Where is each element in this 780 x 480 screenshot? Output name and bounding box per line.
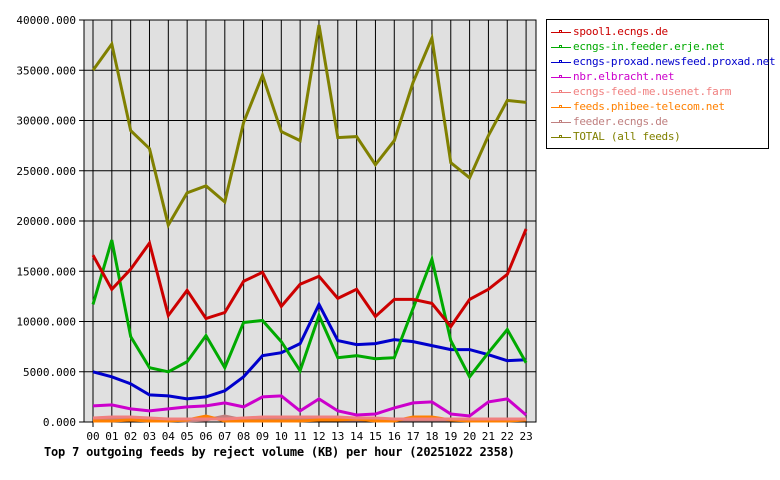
- y-tick-label: 30000.000: [16, 115, 76, 128]
- legend-item: spool1.ecngs.de: [551, 24, 768, 39]
- x-tick-label: 13: [331, 430, 344, 443]
- x-tick-label: 19: [444, 430, 457, 443]
- x-tick-label: 21: [482, 430, 495, 443]
- series-line: [92, 394, 528, 418]
- legend-line-marker-icon: [551, 28, 571, 36]
- legend-label: nbr.elbracht.net: [573, 70, 675, 83]
- legend-label: ecngs-proxad.newsfeed.proxad.net: [573, 55, 776, 68]
- legend-line-marker-icon: [551, 103, 571, 111]
- legend-label: ecngs-in.feeder.erje.net: [573, 40, 725, 53]
- legend-label: ecngs-feed-me.usenet.farm: [573, 85, 732, 98]
- y-tick-label: 20000.000: [16, 215, 76, 228]
- x-tick-label: 02: [124, 430, 137, 443]
- x-tick-label: 18: [425, 430, 438, 443]
- x-tick-label: 00: [86, 430, 99, 443]
- x-tick-label: 05: [181, 430, 194, 443]
- legend-item: ecngs-in.feeder.erje.net: [551, 39, 768, 54]
- x-tick-label: 01: [105, 430, 118, 443]
- y-tick-label: 35000.000: [16, 64, 76, 77]
- x-tick-label: 09: [256, 430, 269, 443]
- x-tick-label: 07: [218, 430, 231, 443]
- y-tick-label: 10000.000: [16, 316, 76, 329]
- legend: spool1.ecngs.de ecngs-in.feeder.erje.net e…: [546, 19, 776, 149]
- legend-item: ecngs-proxad.newsfeed.proxad.net: [551, 54, 776, 69]
- y-tick-label: 5000.000: [23, 366, 76, 379]
- series-line: [92, 415, 527, 421]
- legend-label: spool1.ecngs.de: [573, 25, 668, 38]
- y-tick-label: 15000.000: [16, 265, 76, 278]
- x-tick-label: 15: [369, 430, 382, 443]
- legend-item: ecngs-feed-me.usenet.farm: [551, 84, 768, 99]
- y-tick-label: 25000.000: [16, 165, 76, 178]
- y-tick-label: 0.000: [43, 416, 76, 429]
- x-tick-label: 06: [199, 430, 212, 443]
- x-axis: 00 01 02 03 04 05 06 07 08 09 10 11 12 13 14 15 16 17 18 19…: [86, 422, 533, 443]
- x-tick-label: 16: [388, 430, 401, 443]
- legend-line-marker-icon: [551, 58, 571, 66]
- x-tick-label: 23: [519, 430, 532, 443]
- legend-item: TOTAL (all feeds): [551, 129, 768, 144]
- y-tick-label: 40000.000: [16, 14, 76, 27]
- legend-item: nbr.elbracht.net: [551, 69, 768, 84]
- x-tick-label: 03: [143, 430, 156, 443]
- y-axis: 40000.000 35000.000 30000.000 25000.000 2000…: [16, 14, 84, 429]
- legend-line-marker-icon: [551, 73, 571, 81]
- x-tick-label: 11: [294, 430, 307, 443]
- legend-line-marker-icon: [551, 43, 571, 51]
- x-tick-label: 04: [162, 430, 176, 443]
- x-tick-label: 17: [406, 430, 419, 443]
- x-tick-label: 08: [237, 430, 250, 443]
- legend-label: TOTAL (all feeds): [573, 130, 681, 143]
- series-line: [91, 228, 528, 329]
- x-tick-label: 20: [463, 430, 476, 443]
- x-tick-label: 14: [350, 430, 364, 443]
- legend-line-marker-icon: [551, 88, 571, 96]
- legend-item: feeder.ecngs.de: [551, 114, 768, 129]
- chart-title: Top 7 outgoing feeds by reject volume (K…: [44, 445, 515, 459]
- legend-line-marker-icon: [551, 133, 571, 141]
- legend-item: feeds.phibee-telecom.net: [551, 99, 768, 114]
- series-line: [91, 24, 527, 229]
- x-tick-label: 22: [501, 430, 514, 443]
- x-tick-label: 12: [312, 430, 325, 443]
- x-tick-label: 10: [275, 430, 288, 443]
- legend-label: feeds.phibee-telecom.net: [573, 100, 725, 113]
- legend-label: feeder.ecngs.de: [573, 115, 668, 128]
- legend-line-marker-icon: [551, 118, 571, 126]
- series-lines: [91, 24, 528, 423]
- series-line: [91, 239, 528, 380]
